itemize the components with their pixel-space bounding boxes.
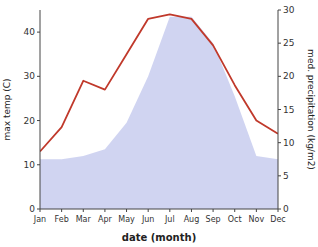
y2-tick	[278, 109, 281, 110]
x-tick-label: May	[118, 215, 135, 224]
y2-tick-label: 20	[283, 71, 295, 81]
y2-tick	[278, 175, 281, 176]
y2-tick-label: 10	[283, 138, 295, 148]
y-tick	[37, 164, 40, 165]
y-tick-label: 0	[29, 204, 35, 214]
y-tick	[37, 76, 40, 77]
y-axis-line	[40, 10, 41, 209]
x-tick	[169, 209, 170, 212]
line	[40, 14, 278, 151]
y-axis-label: max temp (C)	[2, 78, 12, 140]
y2-tick-label: 0	[283, 204, 289, 214]
y2-tick-label: 25	[283, 38, 294, 48]
x-tick-label: Jul	[164, 215, 175, 224]
x-axis-line	[40, 209, 278, 210]
y-tick-label: 30	[24, 71, 36, 81]
x-tick	[83, 209, 84, 212]
y2-tick	[278, 10, 281, 11]
x-tick	[61, 209, 62, 212]
chart: 0 10 20 30 40 0 5 10 15 20 25 30 Jan Feb Mar Apr May Jun J…	[0, 0, 318, 247]
y-tick	[37, 32, 40, 33]
x-tick-label: Mar	[76, 215, 92, 224]
y2-tick-label: 30	[283, 5, 295, 15]
y-tick	[37, 120, 40, 121]
y2-tick-label: 15	[283, 105, 294, 115]
x-tick	[213, 209, 214, 212]
x-tick	[234, 209, 235, 212]
y-tick-label: 20	[24, 116, 36, 126]
area	[40, 17, 278, 209]
x-tick-label: Sep	[206, 215, 221, 224]
x-tick-label: Nov	[249, 215, 265, 224]
y-tick-label: 40	[24, 27, 36, 37]
x-tick-label: Apr	[98, 215, 113, 224]
x-tick-label: Feb	[55, 215, 69, 224]
x-tick	[191, 209, 192, 212]
y2-tick-label: 5	[283, 171, 289, 181]
y2-tick	[278, 76, 281, 77]
x-tick	[256, 209, 257, 212]
x-tick	[40, 209, 41, 212]
x-tick	[148, 209, 149, 212]
y2-tick	[278, 142, 281, 143]
x-tick-label: Aug	[184, 215, 200, 224]
x-tick-label: Dec	[270, 215, 285, 224]
x-tick-label: Oct	[228, 215, 242, 224]
x-tick-label: Jun	[141, 215, 155, 224]
x-axis-label: date (month)	[122, 232, 196, 243]
x-tick-label: Jan	[33, 215, 46, 224]
y2-tick	[278, 43, 281, 44]
x-tick	[126, 209, 127, 212]
plot-area	[40, 14, 278, 209]
x-tick	[104, 209, 105, 212]
y-tick-label: 10	[24, 160, 36, 170]
y2-axis-label: med. precipitation (kg/m2)	[306, 49, 316, 170]
x-tick	[278, 209, 279, 212]
